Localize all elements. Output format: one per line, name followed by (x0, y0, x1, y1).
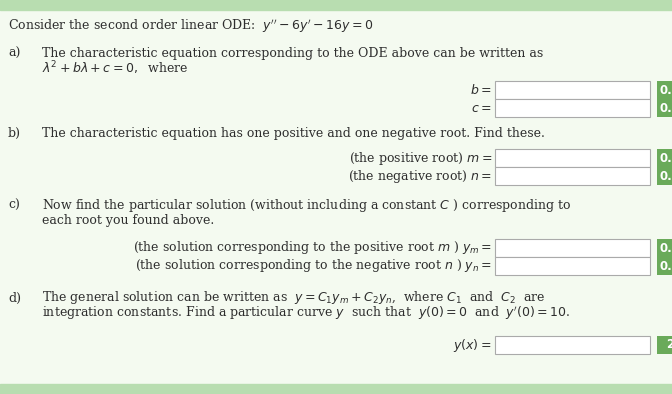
FancyBboxPatch shape (657, 149, 672, 167)
Text: $b =$: $b =$ (470, 83, 492, 97)
FancyBboxPatch shape (657, 81, 672, 99)
Text: integration constants. Find a particular curve $y$  such that  $y(0) = 0$  and  : integration constants. Find a particular… (42, 304, 571, 322)
Text: $y(x) =$: $y(x) =$ (454, 336, 492, 353)
Text: (the negative root) $n =$: (the negative root) $n =$ (348, 167, 492, 184)
Text: 0.5: 0.5 (659, 169, 672, 182)
FancyBboxPatch shape (657, 99, 672, 117)
FancyBboxPatch shape (495, 336, 650, 354)
Text: $c =$: $c =$ (472, 102, 492, 115)
Text: b): b) (8, 126, 21, 139)
Bar (0, 0, 672, 10)
Text: c): c) (8, 199, 20, 212)
Text: 0.5: 0.5 (659, 102, 672, 115)
Text: each root you found above.: each root you found above. (42, 214, 214, 227)
Text: 0.5: 0.5 (659, 260, 672, 273)
Text: 0.5: 0.5 (659, 152, 672, 165)
FancyBboxPatch shape (495, 167, 650, 185)
Text: Now find the particular solution (without including a constant $C$ ) correspondi: Now find the particular solution (withou… (42, 197, 571, 214)
Text: (the solution corresponding to the negative root $n$ ) $y_n =$: (the solution corresponding to the negat… (135, 258, 492, 275)
Bar (0, 384, 672, 394)
Text: d): d) (8, 292, 21, 305)
Text: Consider the second order linear ODE:  $y'' - 6y' - 16y = 0$: Consider the second order linear ODE: $y… (8, 17, 373, 35)
FancyBboxPatch shape (495, 81, 650, 99)
Text: 0.5: 0.5 (659, 84, 672, 97)
FancyBboxPatch shape (657, 336, 672, 354)
Text: The characteristic equation has one positive and one negative root. Find these.: The characteristic equation has one posi… (42, 126, 545, 139)
FancyBboxPatch shape (657, 239, 672, 257)
Text: (the solution corresponding to the positive root $m$ ) $y_m =$: (the solution corresponding to the posit… (133, 240, 492, 256)
Text: The general solution can be written as  $y = C_1 y_m + C_2 y_n$,  where $C_1$  a: The general solution can be written as $… (42, 290, 546, 307)
FancyBboxPatch shape (657, 257, 672, 275)
Text: 2: 2 (666, 338, 672, 351)
FancyBboxPatch shape (495, 149, 650, 167)
Text: 0.5: 0.5 (659, 242, 672, 255)
Text: The characteristic equation corresponding to the ODE above can be written as: The characteristic equation correspondin… (42, 46, 543, 59)
FancyBboxPatch shape (657, 167, 672, 185)
Text: a): a) (8, 46, 20, 59)
FancyBboxPatch shape (495, 99, 650, 117)
FancyBboxPatch shape (495, 239, 650, 257)
Text: $\lambda^2 + b\lambda + c = 0,$  where: $\lambda^2 + b\lambda + c = 0,$ where (42, 59, 188, 77)
Text: (the positive root) $m =$: (the positive root) $m =$ (349, 149, 492, 167)
FancyBboxPatch shape (495, 257, 650, 275)
